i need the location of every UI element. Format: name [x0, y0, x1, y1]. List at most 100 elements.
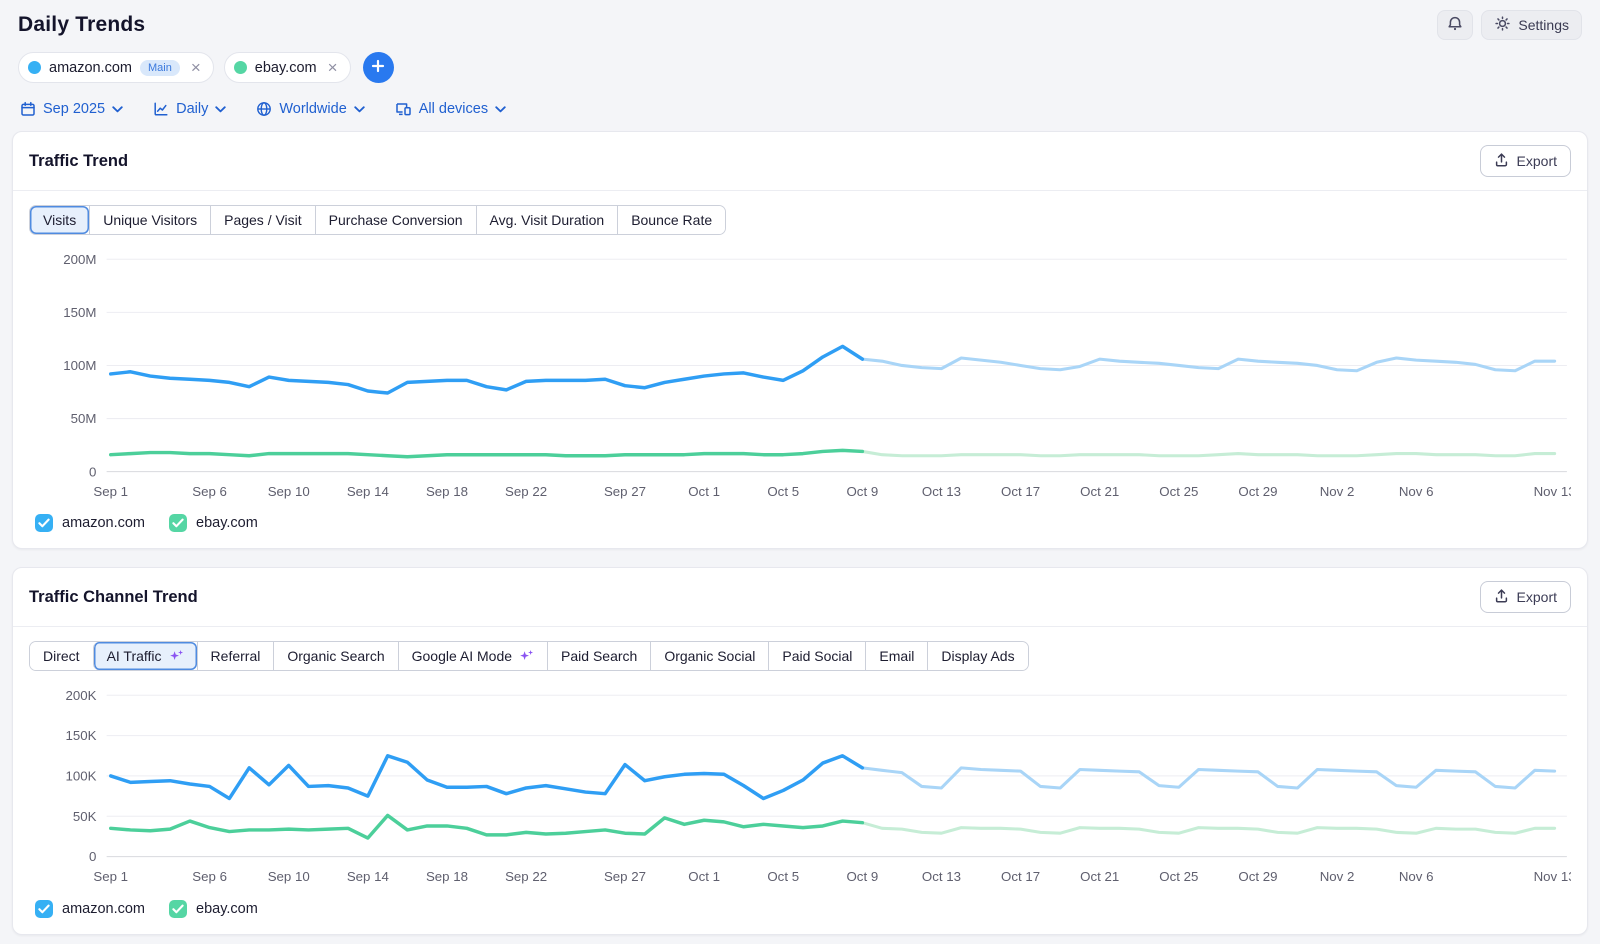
- x-axis-tick-label: Oct 9: [846, 484, 878, 499]
- domain-chip-amazon-com[interactable]: amazon.com Main ×: [18, 52, 214, 83]
- chevron-down-icon: [215, 105, 227, 113]
- legend-item-amazon-com[interactable]: amazon.com: [35, 899, 146, 918]
- legend-label: ebay.com: [196, 515, 258, 532]
- traffic-channel-trend-card-body: Direct AI Traffic Referral Organic Search Go…: [13, 627, 1587, 933]
- calendar-icon: [20, 101, 36, 117]
- x-axis-tick-label: Oct 25: [1159, 869, 1198, 884]
- legend-item-ebay-com[interactable]: ebay.com: [169, 899, 258, 918]
- traffic-channel-trend-ai-traffic-plot[interactable]: 0 50K 100K 150K 200K Sep 1 Sep 6 Sep 10 Sep 14 Se…: [29, 683, 1571, 891]
- series-checkbox[interactable]: [169, 899, 188, 918]
- domain-chip-label: ebay.com: [254, 59, 317, 76]
- tab-purchase-conversion[interactable]: Purchase Conversion: [314, 206, 476, 234]
- tab-organic-search[interactable]: Organic Search: [273, 642, 398, 671]
- tab-direct[interactable]: Direct: [30, 642, 93, 671]
- remove-domain-icon[interactable]: ×: [327, 58, 338, 77]
- x-axis-tick-label: Sep 22: [505, 484, 547, 499]
- ebay-com-forecast-line: [860, 821, 1557, 836]
- legend-item-ebay-com[interactable]: ebay.com: [169, 514, 258, 533]
- x-axis-tick-label: Oct 29: [1238, 484, 1277, 499]
- ebay-com-line: [108, 448, 865, 459]
- remove-domain-icon[interactable]: ×: [190, 58, 201, 77]
- series-checkbox[interactable]: [35, 514, 53, 533]
- tab-avg-visit-duration[interactable]: Avg. Visit Duration: [475, 206, 618, 234]
- plus-icon: [371, 59, 385, 76]
- domain-color-dot: [28, 61, 41, 74]
- y-axis-tick-label: 100M: [63, 358, 96, 373]
- ebay-com-forecast-line: [860, 449, 1557, 458]
- x-axis-tick-label: Sep 1: [93, 484, 128, 499]
- tab-label: Unique Visitors: [103, 212, 198, 228]
- traffic-channel-trend-export-button[interactable]: Export: [1479, 581, 1571, 614]
- tab-bounce-rate[interactable]: Bounce Rate: [617, 206, 726, 234]
- x-axis-tick-label: Oct 13: [922, 484, 961, 499]
- tab-unique-visitors[interactable]: Unique Visitors: [89, 206, 211, 234]
- tab-label: Pages / Visit: [224, 212, 302, 228]
- chevron-down-icon: [495, 105, 506, 113]
- traffic-trend-export-button[interactable]: Export: [1479, 145, 1571, 177]
- tab-ai-traffic[interactable]: AI Traffic: [92, 642, 197, 671]
- tab-paid-social[interactable]: Paid Social: [768, 642, 866, 671]
- y-axis-tick-label: 100K: [65, 769, 96, 784]
- amazon-com-line: [108, 754, 865, 801]
- page-title: Daily Trends: [18, 13, 146, 36]
- legend-label: ebay.com: [196, 900, 258, 917]
- y-axis-tick-label: 150M: [63, 305, 96, 320]
- filter-label: Sep 2025: [43, 101, 106, 117]
- y-axis-tick-label: 50M: [71, 411, 97, 426]
- domain-chip-label: amazon.com: [49, 59, 133, 76]
- tab-label: Paid Social: [782, 648, 853, 665]
- tab-paid-search[interactable]: Paid Search: [547, 642, 651, 671]
- tab-label: Avg. Visit Duration: [489, 212, 605, 228]
- traffic-channel-trend-legend: amazon.com ebay.com: [29, 892, 1571, 924]
- export-button-label: Export: [1516, 153, 1557, 169]
- filters-row: Sep 2025 Daily Worldwide All devices: [12, 95, 1588, 131]
- x-axis-tick-label: Sep 27: [604, 484, 646, 499]
- tab-label: Purchase Conversion: [328, 212, 463, 228]
- traffic-trend-card: Traffic Trend Export Visits Unique Visito…: [12, 131, 1588, 550]
- filter-daily[interactable]: Daily: [153, 101, 227, 117]
- filter-label: Daily: [176, 101, 209, 117]
- filter-all-devices[interactable]: All devices: [395, 101, 506, 117]
- settings-button[interactable]: Settings: [1481, 10, 1582, 40]
- traffic-trend-visits-plot[interactable]: 0 50M 100M 150M 200M Sep 1 Sep 6 Sep 10 Sep 14 Se…: [29, 247, 1571, 506]
- x-axis-tick-label: Oct 21: [1080, 869, 1119, 884]
- x-axis-tick-label: Oct 17: [1001, 869, 1040, 884]
- domain-chip-ebay-com[interactable]: ebay.com ×: [223, 52, 351, 83]
- ai-sparkle-icon: [519, 649, 534, 663]
- chevron-down-icon: [112, 105, 123, 113]
- tab-label: Bounce Rate: [631, 212, 713, 228]
- x-axis-tick-label: Oct 1: [688, 484, 720, 499]
- filter-worldwide[interactable]: Worldwide: [256, 101, 365, 117]
- traffic-trend-card-body: Visits Unique Visitors Pages / Visit Purcha…: [13, 191, 1587, 548]
- tab-referral[interactable]: Referral: [196, 642, 274, 671]
- x-axis-tick-label: Oct 1: [688, 869, 720, 884]
- x-axis-tick-label: Sep 10: [268, 484, 310, 499]
- traffic-trend-chart[interactable]: 0 50M 100M 150M 200M Sep 1 Sep 6 Sep 10 Sep 14 Se…: [29, 247, 1571, 506]
- legend-item-amazon-com[interactable]: amazon.com: [35, 514, 145, 533]
- y-axis-tick-label: 0: [89, 464, 96, 479]
- x-axis-tick-label: Oct 17: [1001, 484, 1040, 499]
- tab-pages-visit[interactable]: Pages / Visit: [210, 206, 315, 234]
- x-axis-tick-label: Oct 25: [1159, 484, 1198, 499]
- series-checkbox[interactable]: [35, 899, 53, 918]
- traffic-channel-trend-card-title: Traffic Channel Trend: [29, 587, 198, 606]
- tab-email[interactable]: Email: [865, 642, 928, 671]
- series-checkbox[interactable]: [169, 514, 188, 533]
- traffic-channel-trend-chart[interactable]: 0 50K 100K 150K 200K Sep 1 Sep 6 Sep 10 Sep 14 Se…: [29, 683, 1571, 891]
- tab-display-ads[interactable]: Display Ads: [927, 642, 1028, 671]
- traffic-trend-card-title: Traffic Trend: [29, 151, 129, 170]
- add-domain-button[interactable]: [362, 52, 394, 83]
- competitor-chips-row: amazon.com Main × ebay.com ×: [12, 44, 1588, 95]
- filter-sep-2025[interactable]: Sep 2025: [20, 101, 123, 117]
- x-axis-tick-label: Sep 14: [347, 869, 389, 884]
- notifications-button[interactable]: [1437, 10, 1474, 40]
- tab-organic-social[interactable]: Organic Social: [650, 642, 769, 671]
- tab-label: AI Traffic: [106, 648, 162, 665]
- tab-visits[interactable]: Visits: [30, 206, 90, 234]
- legend-label: amazon.com: [62, 900, 146, 917]
- tab-label: Organic Social: [664, 648, 756, 665]
- x-axis-tick-label: Nov 6: [1399, 869, 1434, 884]
- tab-google-ai-mode[interactable]: Google AI Mode: [397, 642, 548, 671]
- x-axis-tick-label: Sep 10: [268, 869, 310, 884]
- x-axis-tick-label: Oct 29: [1238, 869, 1277, 884]
